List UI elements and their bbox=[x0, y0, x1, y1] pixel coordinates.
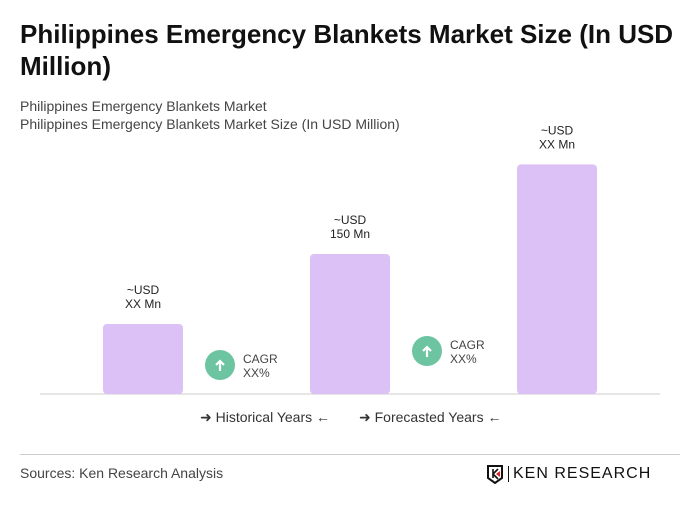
bar bbox=[103, 324, 183, 394]
bar bbox=[517, 164, 597, 394]
cagr-value: XX% bbox=[243, 366, 270, 380]
data-label: ~USD bbox=[334, 213, 367, 227]
bar bbox=[310, 254, 390, 394]
legend-historical: ➜ Historical Years ← bbox=[200, 409, 331, 425]
legend-historical-label: Historical Years bbox=[215, 409, 313, 425]
logo-text: KEN RESEARCH bbox=[513, 465, 652, 482]
cagr-value: XX% bbox=[450, 352, 477, 366]
data-label: XX Mn bbox=[125, 297, 161, 311]
arrow-up-icon bbox=[215, 359, 225, 371]
logo-icon bbox=[487, 465, 503, 484]
subtitle-2: Philippines Emergency Blankets Market Si… bbox=[20, 116, 400, 132]
arrow-up-icon bbox=[422, 345, 432, 357]
cagr-label: CAGR bbox=[450, 338, 485, 352]
ken-research-logo: KEN RESEARCH bbox=[486, 464, 651, 484]
data-label: ~USD bbox=[127, 283, 160, 297]
data-label: XX Mn bbox=[539, 137, 575, 151]
data-label: 150 Mn bbox=[330, 227, 370, 241]
data-label: ~USD bbox=[541, 123, 574, 137]
cagr-label: CAGR bbox=[243, 352, 278, 366]
legend-forecasted-label: Forecasted Years bbox=[374, 409, 484, 425]
sources: Sources: Ken Research Analysis bbox=[20, 465, 224, 481]
page-title: Philippines Emergency Blankets Market Si… bbox=[20, 19, 674, 81]
divider bbox=[20, 454, 680, 455]
legend-forecasted: ➜ Forecasted Years ← bbox=[359, 409, 502, 425]
subtitle: Philippines Emergency Blankets Market bbox=[20, 98, 267, 114]
